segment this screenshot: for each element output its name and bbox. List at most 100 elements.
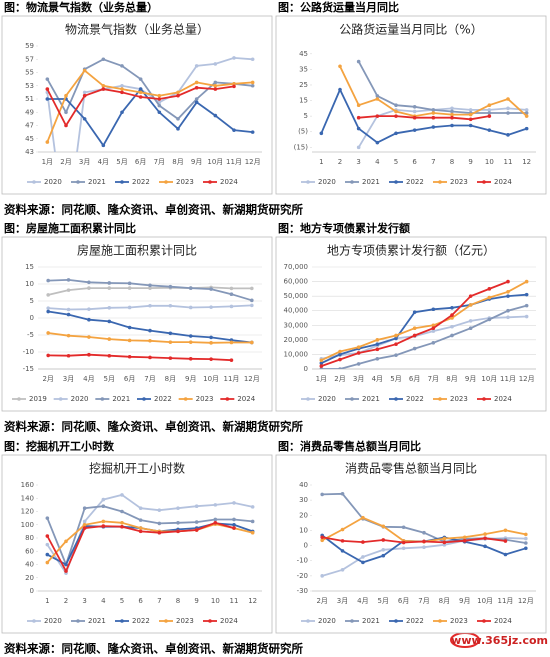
series-marker — [232, 56, 236, 60]
series-marker — [148, 328, 152, 333]
series-marker — [120, 493, 124, 497]
series-marker — [138, 90, 143, 95]
x-tick-label: 3 — [356, 158, 360, 166]
chart-title: 消费品零售总额当月同比 — [345, 461, 477, 476]
series-marker — [381, 553, 386, 558]
x-tick-label: 3月 — [63, 375, 74, 383]
legend-marker — [183, 397, 188, 401]
legend-label: 2024 — [494, 617, 512, 625]
series-marker — [394, 114, 398, 118]
legend-marker — [350, 180, 354, 184]
y-tick-label: 0 — [30, 314, 34, 322]
series-marker — [524, 541, 528, 545]
series-marker — [412, 346, 417, 351]
y-tick-label: 60 — [25, 547, 34, 555]
series-marker — [483, 532, 487, 536]
x-tick-label: 12月 — [518, 597, 534, 605]
x-tick-label: 9月 — [459, 597, 470, 605]
series-marker — [232, 128, 236, 132]
y-tick-label: 50,000 — [284, 292, 309, 300]
series-marker — [82, 68, 87, 73]
legend-marker — [438, 180, 442, 184]
series-line — [321, 304, 527, 369]
chart-title: 物流景气指数（业务总量） — [65, 22, 209, 37]
series-marker — [87, 352, 91, 357]
series-marker — [45, 552, 50, 557]
series-marker — [483, 544, 487, 549]
y-tick-label: 80 — [25, 534, 34, 542]
legend-marker — [58, 397, 63, 401]
series-marker — [462, 535, 467, 540]
series-marker — [46, 278, 50, 283]
x-tick-label: 8月 — [172, 158, 183, 166]
legend-marker — [306, 397, 310, 401]
series-marker — [157, 521, 162, 526]
legend-label: 2021 — [112, 395, 130, 403]
series-line — [46, 520, 253, 564]
x-tick-label: 6月 — [124, 375, 135, 383]
x-tick-label: 11月 — [226, 158, 242, 166]
series-line — [322, 536, 506, 544]
series-marker — [157, 103, 162, 108]
x-tick-label: 12月 — [519, 375, 535, 383]
y-tick-label: -5 — [27, 331, 34, 339]
series-marker — [45, 140, 50, 144]
series-marker — [250, 530, 255, 535]
series-marker — [524, 114, 529, 118]
series-marker — [375, 140, 380, 145]
series-marker — [66, 307, 71, 312]
series-marker — [338, 87, 342, 92]
chart-frame — [275, 15, 547, 195]
legend-label: 2023 — [450, 617, 468, 625]
series-marker — [338, 367, 342, 369]
legend-label: 2023 — [450, 178, 468, 186]
series-marker — [503, 539, 508, 543]
series-marker — [412, 128, 417, 132]
series-marker — [107, 353, 112, 358]
series-marker — [381, 538, 386, 542]
series-marker — [120, 520, 124, 525]
y-tick-label: 40 — [299, 481, 308, 489]
y-tick-label: 47 — [25, 122, 34, 130]
series-marker — [45, 542, 50, 547]
series-marker — [120, 87, 124, 91]
x-tick-label: 2月 — [42, 375, 53, 383]
series-marker — [82, 93, 87, 98]
series-marker — [468, 326, 473, 331]
y-tick-label: 5 — [30, 297, 34, 305]
x-tick-label: 9月 — [185, 375, 196, 383]
series-marker — [250, 519, 255, 524]
series-marker — [66, 353, 71, 358]
plot-area — [45, 56, 255, 152]
series-marker — [176, 90, 180, 95]
x-tick-label: 4月 — [83, 375, 94, 383]
y-tick-label: 45 — [25, 135, 34, 143]
series-marker — [46, 353, 50, 358]
series-marker — [401, 546, 406, 551]
panel-caption: 图：消费品零售总额当月同比 — [278, 439, 421, 453]
series-marker — [356, 126, 361, 131]
legend-label: 2022 — [406, 395, 424, 403]
series-marker — [524, 279, 529, 284]
series-marker — [394, 342, 398, 347]
series-marker — [120, 90, 124, 95]
y-tick-label: 0 — [304, 542, 308, 550]
series-marker — [401, 540, 406, 545]
y-tick-label: 43 — [25, 148, 34, 156]
x-tick-label: 2 — [338, 158, 342, 166]
series-marker — [450, 324, 454, 329]
series-marker — [506, 133, 510, 137]
series-marker — [120, 524, 124, 529]
x-tick-label: 6 — [412, 158, 417, 166]
series-marker — [82, 519, 87, 524]
legend-marker — [32, 619, 36, 623]
series-marker — [229, 340, 234, 345]
series-marker — [524, 546, 528, 551]
series-marker — [168, 356, 173, 360]
series-marker — [87, 317, 91, 322]
legend-label: 2022 — [406, 617, 424, 625]
y-tick-label: 51 — [25, 95, 34, 103]
legend-label: 2023 — [196, 395, 214, 403]
legend-label: 2021 — [362, 395, 380, 403]
series-marker — [157, 508, 162, 512]
